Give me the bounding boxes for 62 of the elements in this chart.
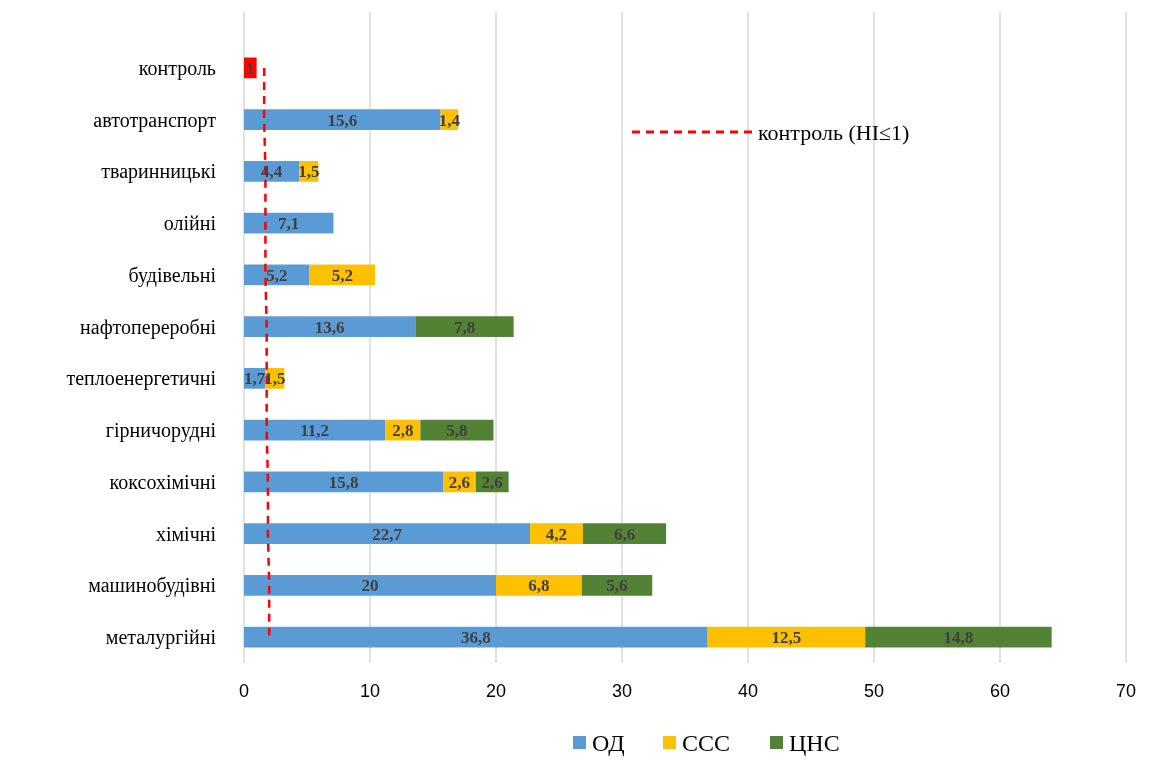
data-label: 20 [361, 576, 379, 596]
y-tick-label: автотранспорт [93, 108, 217, 132]
y-tick-label: контроль [138, 56, 216, 80]
legend-label: ЦНС [789, 730, 840, 757]
data-label: 1,7 [244, 369, 266, 389]
bar [244, 471, 444, 493]
bar [707, 626, 866, 648]
x-tick-label: 40 [737, 681, 759, 701]
bar [244, 523, 531, 544]
y-tick-label: машинобудівні [88, 574, 217, 598]
x-tick-label: 70 [1115, 681, 1137, 701]
y-tick-label: хімічні [155, 522, 217, 545]
data-label: 13,6 [314, 317, 345, 337]
bar [244, 575, 496, 596]
data-label: 4,2 [545, 524, 568, 544]
y-tick-label: тваринницькі [101, 160, 217, 184]
y-tick-label: гірничорудні [105, 419, 217, 443]
data-label: 6,8 [528, 576, 550, 596]
data-label: 5,2 [331, 265, 353, 285]
data-label: 5,8 [446, 421, 468, 441]
data-label: 2,8 [392, 421, 414, 441]
x-tick-label: 60 [989, 681, 1011, 701]
legend-label: ОД [592, 730, 625, 757]
data-label: 5,2 [266, 265, 288, 285]
bar [244, 626, 708, 648]
bar [581, 575, 653, 596]
data-label: 6,6 [613, 524, 636, 544]
x-tick-label: 50 [863, 681, 885, 701]
legend-label: ССС [682, 730, 731, 757]
x-tick-label: 0 [238, 681, 250, 701]
data-label: 7,8 [453, 317, 476, 337]
data-label: 15,6 [327, 110, 358, 130]
data-label: 36,8 [460, 628, 491, 648]
data-label: 1 [246, 58, 255, 78]
bar [582, 523, 667, 544]
bar [415, 316, 514, 337]
data-label: 14,8 [943, 628, 974, 648]
bar [530, 523, 583, 544]
data-label: 7,1 [278, 214, 300, 234]
data-label: 11,2 [300, 421, 329, 441]
data-label: 22,7 [372, 524, 403, 544]
data-label: 12,5 [771, 628, 802, 648]
data-label: 2,6 [481, 472, 503, 492]
legend-label: контроль (HI≤1) [758, 119, 910, 145]
bar [865, 626, 1052, 648]
bar [244, 109, 441, 130]
bar [244, 316, 416, 337]
y-tick-label: металургійні [105, 626, 217, 650]
x-tick-label: 10 [359, 681, 381, 701]
bar [496, 575, 582, 596]
y-tick-label: нафтопереробні [80, 315, 217, 339]
y-tick-label: будівельні [128, 263, 217, 287]
data-label: 2,6 [448, 472, 471, 492]
data-label: 5,6 [606, 576, 628, 596]
x-tick-label: 30 [611, 681, 633, 701]
data-label: 4,4 [261, 162, 283, 182]
y-tick-label: коксохімічні [109, 470, 217, 493]
y-tick-label: теплоенергетичні [66, 367, 217, 391]
data-label: 15,8 [328, 472, 359, 492]
y-tick-label: олійні [163, 212, 217, 235]
bar [244, 419, 386, 441]
x-tick-label: 20 [485, 681, 507, 701]
